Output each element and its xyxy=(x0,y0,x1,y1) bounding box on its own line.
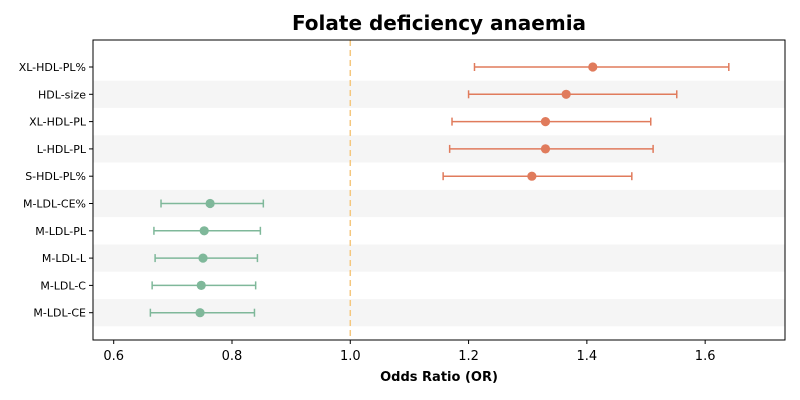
x-tick-label: 1.0 xyxy=(340,349,361,364)
y-tick-label: M-LDL-PL xyxy=(35,225,87,238)
or-point xyxy=(199,226,209,236)
y-tick-label: HDL-size xyxy=(38,88,86,101)
y-tick-label: M-LDL-CE% xyxy=(23,198,86,211)
error-bars-group xyxy=(149,63,730,317)
x-tick-label: 1.2 xyxy=(458,349,479,364)
y-tick-label: M-LDL-CE xyxy=(33,307,86,320)
or-point xyxy=(198,253,208,263)
y-tick-label: M-LDL-C xyxy=(40,279,86,292)
y-tick-label: XL-HDL-PL xyxy=(29,116,87,129)
x-tick-label: 0.6 xyxy=(103,349,124,364)
or-point xyxy=(196,280,206,290)
chart-title: Folate deficiency anaemia xyxy=(292,11,586,35)
row-shade xyxy=(93,135,785,163)
x-tick-label: 1.4 xyxy=(577,349,598,364)
points-group xyxy=(195,62,598,318)
y-axis: XL-HDL-PL% HDL-size XL-HDL-PL L-HDL-PL S-HDL… xyxy=(19,61,93,320)
x-axis: 0.6 0.8 1.0 1.2 1.4 1.6 xyxy=(103,340,715,364)
or-point xyxy=(205,198,215,209)
or-point xyxy=(540,117,551,127)
row-shade xyxy=(93,80,785,108)
y-tick-label: M-LDL-L xyxy=(42,252,87,265)
y-tick-label: S-HDL-PL% xyxy=(25,170,86,183)
or-point xyxy=(195,308,205,318)
y-tick-label: XL-HDL-PL% xyxy=(19,61,86,74)
or-point xyxy=(588,62,598,72)
plot-frame xyxy=(92,39,786,341)
y-tick-label: L-HDL-PL xyxy=(37,143,87,156)
x-axis-label: Odds Ratio (OR) xyxy=(380,370,498,385)
x-tick-label: 0.8 xyxy=(222,349,243,364)
x-tick-label: 1.6 xyxy=(695,349,716,364)
or-point xyxy=(540,144,551,154)
or-point xyxy=(561,89,571,99)
or-point xyxy=(527,171,537,181)
